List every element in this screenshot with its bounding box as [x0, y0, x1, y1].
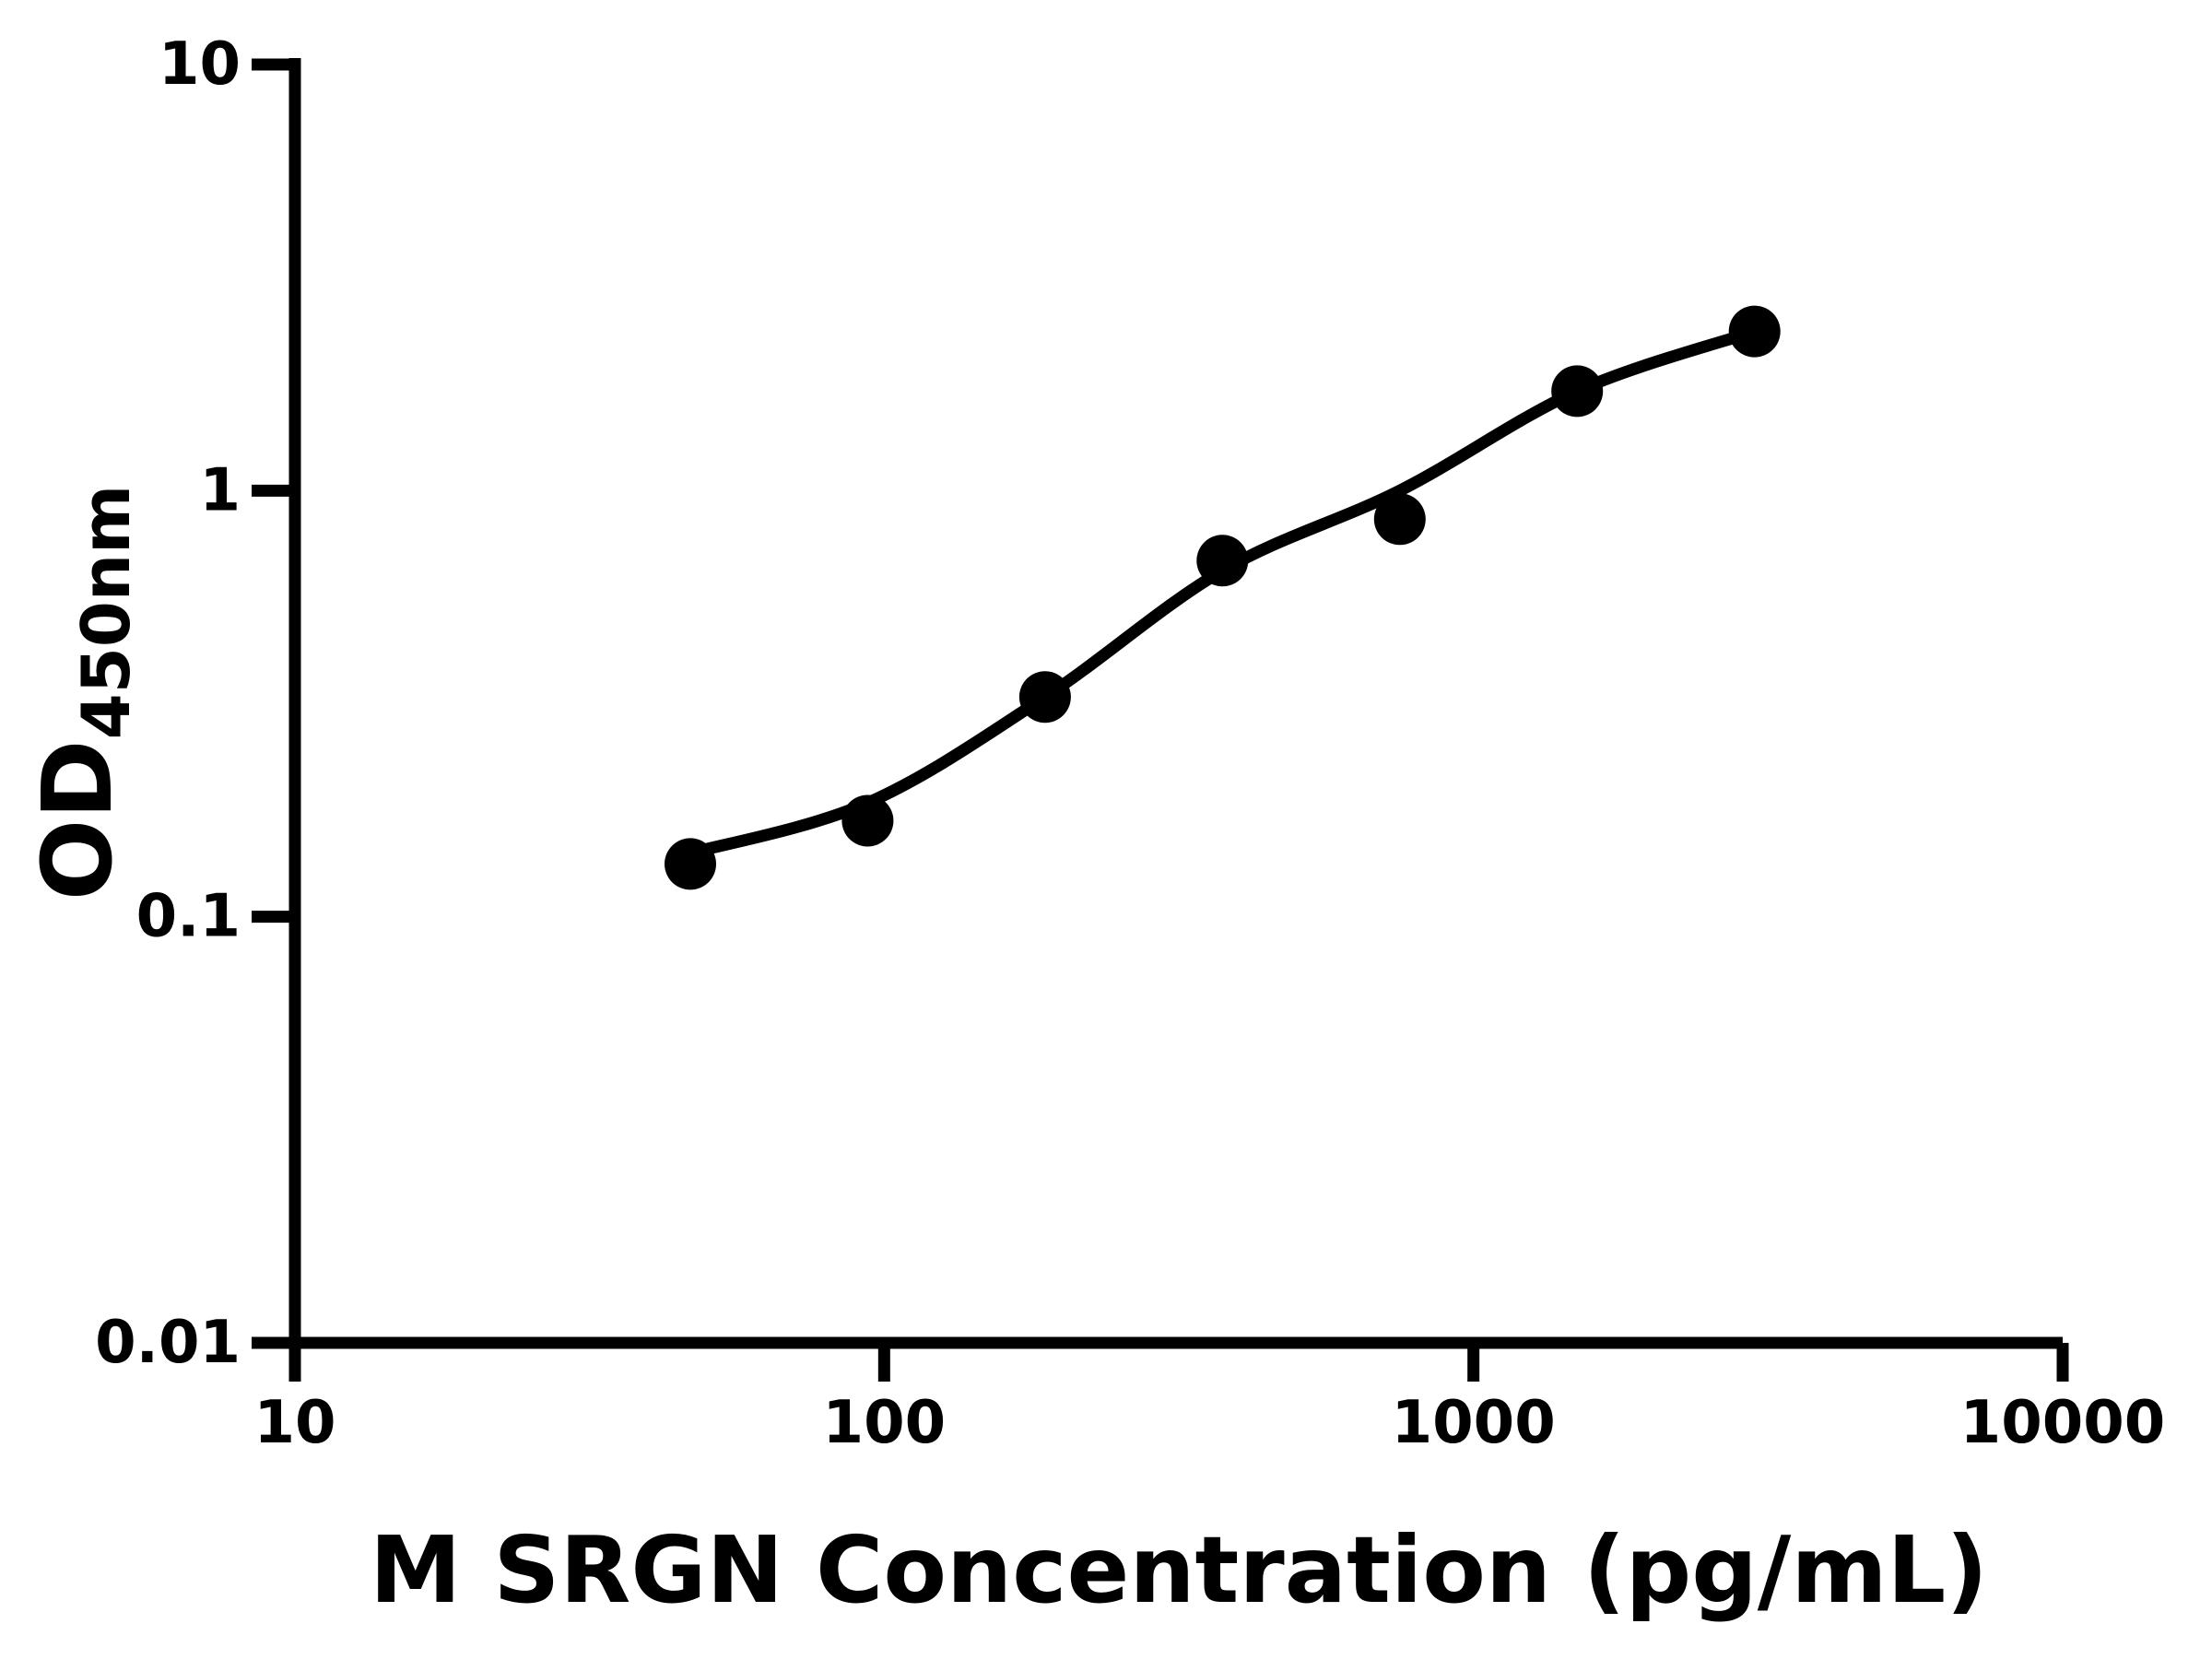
data-point [1551, 365, 1604, 418]
data-point [1018, 671, 1071, 724]
data-point [665, 838, 716, 890]
y-axis-title-subscript: 450nm [67, 485, 145, 740]
x-axis-title: M SRGN Concentration (pg/mL) [370, 1516, 1988, 1624]
data-point [1373, 493, 1426, 546]
data-point [1196, 535, 1249, 587]
x-tick-label: 10000 [1960, 1389, 2166, 1457]
y-tick-label: 1 [199, 456, 241, 524]
x-tick-label: 10 [253, 1389, 335, 1457]
y-axis-title-main: OD [21, 739, 134, 900]
x-tick-label: 1000 [1392, 1389, 1556, 1457]
y-tick-label: 10 [159, 30, 241, 99]
y-axis-title: OD450nm [21, 485, 145, 900]
data-point [1728, 305, 1781, 358]
x-tick-label: 100 [823, 1389, 947, 1457]
y-tick-label: 0.1 [136, 883, 241, 951]
y-tick-label: 0.01 [95, 1309, 241, 1377]
data-point [841, 794, 894, 847]
